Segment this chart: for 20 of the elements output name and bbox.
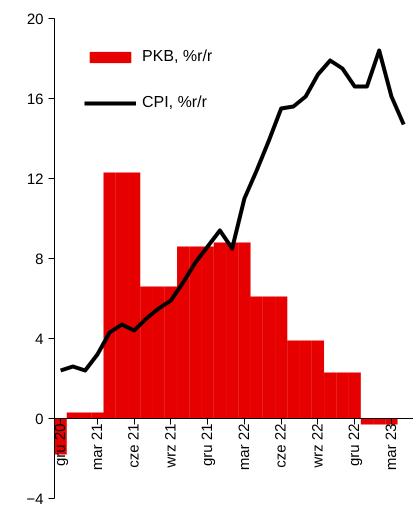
- x-tick-label: wrz 21: [162, 423, 180, 469]
- y-tick-label: 12: [26, 171, 44, 188]
- legend-label: PKB, %r/r: [142, 48, 212, 66]
- x-tick-label: mar 21: [88, 423, 106, 470]
- y-tick-label: 0: [35, 411, 44, 428]
- x-tick-label: mar 23: [382, 423, 400, 470]
- line-series: [58, 48, 406, 372]
- y-tick-label: 4: [35, 331, 44, 348]
- y-tick-label: −4: [26, 491, 44, 506]
- x-tick-label: mar 22: [236, 423, 253, 470]
- x-tick-label: cze 21: [126, 423, 143, 468]
- y-tick-label: 16: [26, 91, 44, 108]
- x-tick-label: gru 20: [52, 423, 70, 466]
- x-tick-label: gru 21: [199, 423, 216, 466]
- y-tick-label: 8: [35, 251, 44, 268]
- x-tick-label: wrz 22: [309, 423, 326, 469]
- x-tick-label: gru 22: [346, 423, 364, 466]
- legend-label: CPI, %r/r: [142, 94, 207, 112]
- y-tick-label: 20: [26, 11, 44, 28]
- x-tick-label: cze 22: [272, 423, 290, 468]
